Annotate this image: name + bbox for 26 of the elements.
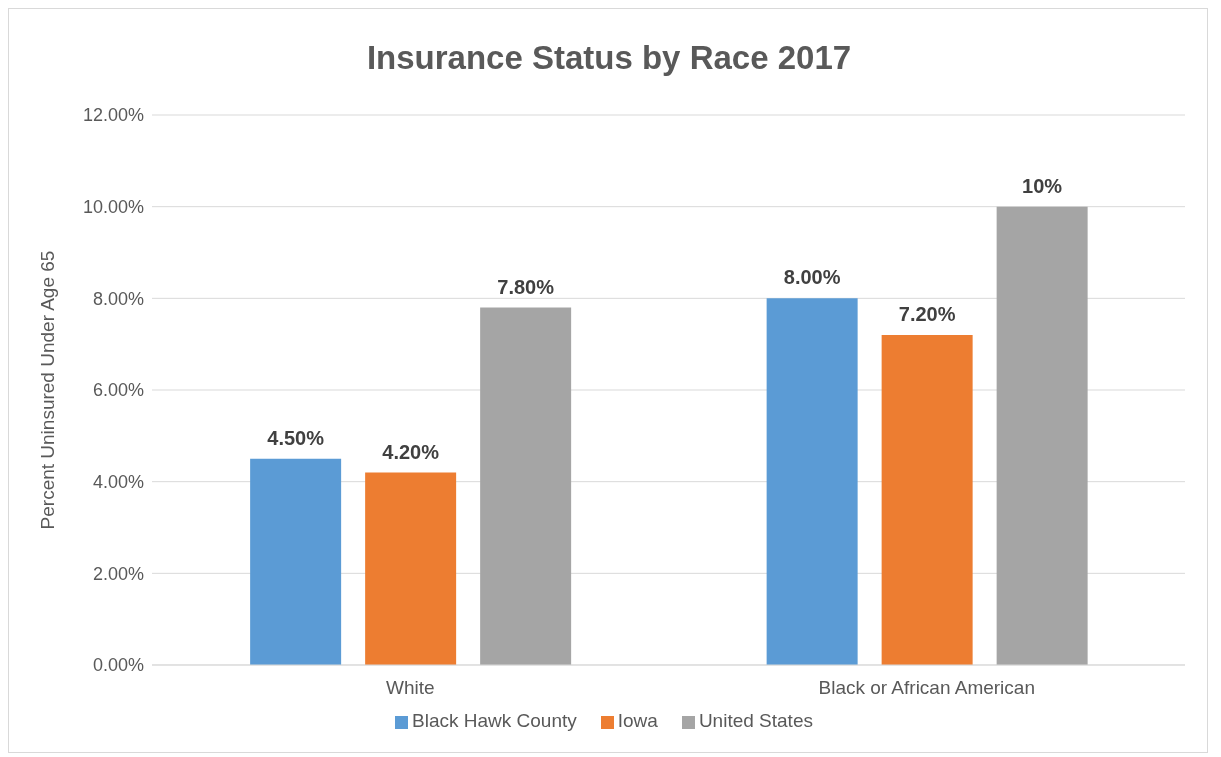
y-tick-label: 12.00% [82,105,144,126]
x-tick-label: White [385,677,435,699]
bar [766,298,858,665]
x-tick-label: Black or African American [818,677,1035,699]
y-tick-label: 8.00% [92,288,144,309]
bar [480,307,572,665]
y-tick-label: 4.00% [92,472,144,493]
y-tick-label: 10.00% [82,197,144,218]
bar [996,206,1088,665]
legend-label: Iowa [617,710,658,731]
y-tick-label: 0.00% [92,655,144,676]
data-label: 7.80% [497,275,555,298]
legend-label: Black Hawk County [412,710,577,731]
bar [250,458,342,665]
data-label: 7.20% [898,303,956,325]
y-tick-label: 6.00% [92,380,144,401]
data-label: 4.20% [382,440,440,463]
chart-title: Insurance Status by Race 2017 [365,39,853,77]
y-axis-title: Percent Uninsured Under Age 65 [36,250,58,530]
data-label: 8.00% [783,266,841,289]
bar [881,335,973,665]
legend-label: United States [698,710,813,731]
bar [365,472,457,665]
data-label: 4.50% [267,426,325,449]
y-tick-label: 2.00% [92,563,144,584]
data-label: 10% [1022,174,1063,197]
